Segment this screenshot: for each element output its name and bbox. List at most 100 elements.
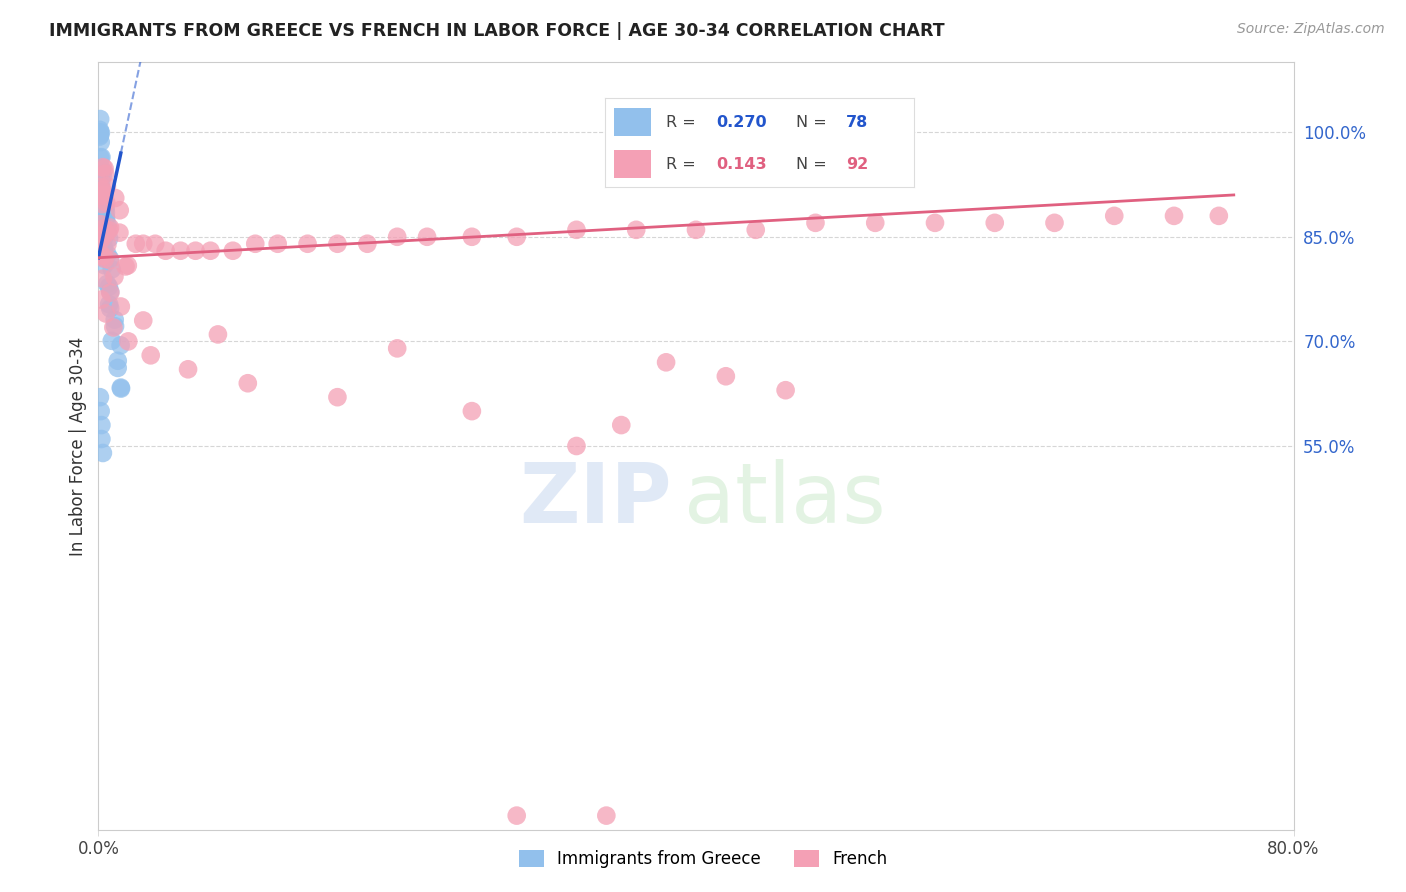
Point	[93, 251, 115, 265]
Point	[91, 241, 114, 255]
Text: 92: 92	[846, 157, 868, 171]
Point	[97, 280, 120, 294]
Point	[94, 201, 117, 215]
Point	[98, 231, 121, 245]
Point	[89, 178, 111, 193]
Point	[104, 312, 127, 326]
Point	[89, 128, 111, 143]
Text: 78: 78	[846, 115, 868, 129]
Point	[97, 218, 120, 232]
Point	[93, 245, 115, 260]
Text: Source: ZipAtlas.com: Source: ZipAtlas.com	[1237, 22, 1385, 37]
Point	[94, 227, 117, 241]
Point	[90, 186, 112, 200]
Point	[94, 211, 117, 226]
Point	[89, 126, 111, 140]
Point	[104, 319, 127, 334]
Point	[110, 381, 132, 395]
Point	[565, 439, 588, 453]
Point	[90, 162, 112, 177]
Point	[506, 229, 529, 244]
Point	[107, 360, 129, 375]
Point	[90, 174, 112, 188]
Legend: Immigrants from Greece, French: Immigrants from Greece, French	[512, 843, 894, 875]
Point	[89, 209, 111, 223]
Text: atlas: atlas	[685, 459, 886, 541]
Point	[155, 244, 177, 258]
Point	[90, 189, 112, 203]
Point	[1043, 216, 1066, 230]
Point	[101, 334, 124, 348]
Point	[91, 169, 114, 183]
Point	[139, 348, 162, 362]
Point	[91, 446, 114, 460]
Point	[91, 197, 114, 211]
Point	[655, 355, 678, 369]
Text: N =: N =	[796, 115, 832, 129]
Point	[91, 222, 114, 236]
Point	[117, 259, 139, 273]
Point	[177, 362, 200, 376]
Point	[108, 226, 131, 240]
Point	[91, 271, 114, 285]
Point	[90, 227, 112, 241]
Point	[91, 249, 114, 263]
Point	[96, 247, 118, 261]
Point	[90, 165, 112, 179]
Point	[90, 161, 112, 176]
Point	[416, 229, 439, 244]
Point	[96, 195, 118, 210]
Point	[110, 338, 132, 352]
Point	[89, 123, 111, 137]
Point	[90, 418, 112, 433]
Text: R =: R =	[666, 157, 702, 171]
Point	[775, 383, 797, 397]
Point	[143, 236, 166, 251]
Point	[565, 223, 588, 237]
Point	[89, 390, 111, 404]
Point	[1208, 209, 1230, 223]
Point	[506, 808, 529, 822]
Point	[91, 228, 114, 243]
Point	[93, 161, 115, 176]
Point	[103, 320, 125, 334]
Point	[461, 404, 484, 418]
Text: ZIP: ZIP	[520, 459, 672, 541]
Point	[110, 382, 132, 396]
Point	[98, 220, 121, 235]
Point	[356, 236, 378, 251]
Point	[326, 390, 349, 404]
Point	[90, 432, 112, 446]
Point	[104, 191, 127, 205]
Point	[90, 194, 112, 209]
Point	[90, 188, 112, 202]
Point	[96, 237, 118, 252]
Text: IMMIGRANTS FROM GREECE VS FRENCH IN LABOR FORCE | AGE 30-34 CORRELATION CHART: IMMIGRANTS FROM GREECE VS FRENCH IN LABO…	[49, 22, 945, 40]
Point	[94, 211, 117, 225]
Text: 0.143: 0.143	[716, 157, 766, 171]
Point	[90, 183, 112, 197]
Text: 0.270: 0.270	[716, 115, 766, 129]
Point	[98, 285, 121, 299]
Point	[90, 203, 112, 218]
Point	[90, 182, 112, 196]
Point	[90, 293, 112, 307]
Point	[610, 418, 633, 433]
Point	[98, 223, 121, 237]
Point	[89, 181, 111, 195]
Point	[100, 262, 122, 277]
Point	[132, 236, 155, 251]
Point	[924, 216, 946, 230]
Point	[385, 342, 409, 356]
Point	[89, 129, 111, 144]
Point	[94, 167, 117, 181]
Point	[89, 151, 111, 165]
Point	[94, 226, 117, 240]
Point	[132, 313, 155, 327]
Point	[90, 217, 112, 231]
Point	[89, 174, 111, 188]
Point	[117, 334, 139, 349]
Point	[90, 183, 112, 197]
Point	[595, 808, 617, 822]
Point	[169, 244, 191, 258]
